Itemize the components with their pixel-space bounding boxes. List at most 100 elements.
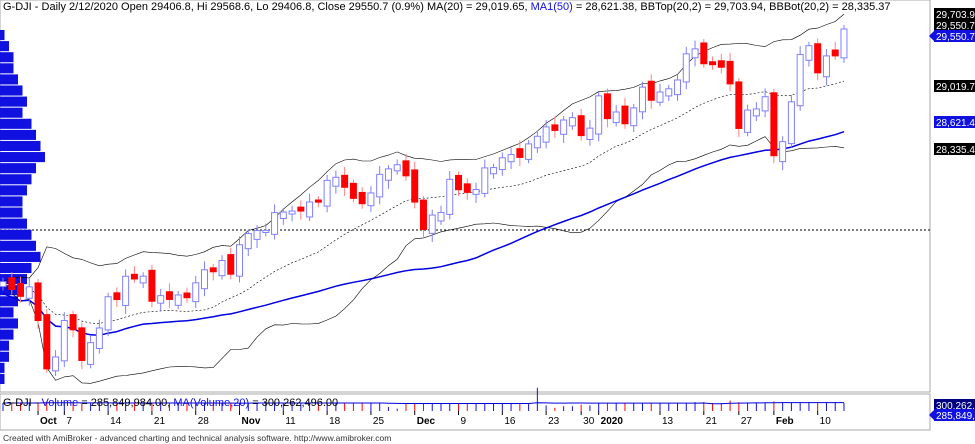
volume-at-price-bar bbox=[0, 174, 32, 185]
candle-body bbox=[411, 169, 419, 203]
candle-body bbox=[814, 43, 822, 74]
footer-credit: Created with AmiBroker - advanced charti… bbox=[3, 433, 392, 443]
volume-ma-label-box bbox=[934, 399, 975, 411]
candle-body bbox=[104, 296, 112, 331]
volume-at-price-bar bbox=[0, 329, 14, 340]
date-label: 9 bbox=[461, 416, 467, 427]
chart-title: G-DJI - Daily 2/12/2020 Open 29406.8, Hi… bbox=[3, 1, 891, 13]
candle-body bbox=[490, 167, 498, 175]
candle-body bbox=[481, 167, 489, 194]
candle-body bbox=[358, 191, 366, 205]
volume-at-price-bar bbox=[0, 262, 32, 274]
volume-at-price-bar bbox=[0, 318, 18, 329]
candles bbox=[0, 25, 848, 376]
close-label-box bbox=[934, 19, 975, 31]
candle-body bbox=[735, 81, 743, 129]
volume-at-price-bar bbox=[0, 207, 23, 218]
bbbot-label: 28,335.4 bbox=[936, 145, 975, 156]
candle-body bbox=[621, 105, 629, 125]
date-label: Dec bbox=[417, 416, 436, 427]
volume-ma-line bbox=[3, 402, 844, 405]
last-price-label-pointer bbox=[929, 31, 934, 41]
candle-body bbox=[174, 294, 182, 306]
volume-at-price-bar bbox=[0, 118, 32, 129]
date-label: 7 bbox=[66, 416, 72, 427]
candle-body bbox=[595, 95, 603, 135]
candle-body bbox=[113, 292, 121, 301]
candle-body bbox=[577, 115, 585, 137]
close-label: 29,550.7 bbox=[936, 21, 975, 32]
volume-at-price-bar bbox=[0, 63, 14, 74]
bbtop-label: 29,703.9 bbox=[936, 10, 975, 21]
candle-body bbox=[402, 160, 410, 177]
candle-body bbox=[78, 327, 86, 361]
candle-body bbox=[612, 111, 620, 124]
candle-body bbox=[831, 49, 839, 57]
ma20-label: 29,019.7 bbox=[936, 82, 975, 93]
volume-at-price-histogram bbox=[0, 30, 45, 384]
candle-body bbox=[288, 210, 296, 215]
candle-body bbox=[271, 212, 279, 235]
volume-bars bbox=[2, 387, 845, 411]
candle-body bbox=[446, 178, 454, 215]
candle-body bbox=[437, 211, 445, 222]
candle-body bbox=[25, 286, 33, 299]
volume-at-price-bar bbox=[0, 30, 5, 41]
candle-body bbox=[384, 168, 392, 181]
candle-body bbox=[498, 157, 506, 171]
date-label: 2020 bbox=[601, 416, 624, 427]
candle-body bbox=[744, 109, 752, 133]
candle-body bbox=[306, 201, 314, 218]
date-label: Oct bbox=[40, 416, 57, 427]
volume-at-price-bar bbox=[0, 240, 36, 251]
date-label: 30 bbox=[583, 416, 595, 427]
candle-body bbox=[674, 79, 682, 96]
candle-body bbox=[560, 119, 568, 135]
candle-body bbox=[525, 143, 533, 160]
candle-body bbox=[779, 141, 787, 163]
volume-at-price-bar bbox=[0, 140, 41, 152]
candle-body bbox=[332, 176, 340, 187]
candle-body bbox=[8, 277, 16, 290]
candle-body bbox=[43, 314, 51, 370]
volume-title: G-DJI - Volume = 285,849,984.00, MA(Volu… bbox=[3, 397, 339, 409]
date-axis: Oct 7 14 21 28 Nov 11 18 25 Dec 9 16 23 30 2020 13 21 27 F… bbox=[37, 411, 831, 427]
candle-body bbox=[69, 314, 77, 331]
candle-body bbox=[314, 199, 322, 203]
volume-ma-label: 300,262,496 bbox=[936, 401, 975, 412]
candle-body bbox=[297, 206, 305, 212]
candle-body bbox=[463, 183, 471, 193]
candle-body bbox=[393, 164, 401, 172]
candle-body bbox=[603, 93, 611, 120]
candle-body bbox=[244, 232, 252, 250]
date-label: 18 bbox=[329, 416, 341, 427]
volume-at-price-bar bbox=[0, 163, 36, 174]
candle-body bbox=[60, 320, 68, 362]
volume-label: 285,849,984 bbox=[936, 411, 975, 422]
candle-body bbox=[840, 28, 848, 59]
candle-body bbox=[323, 179, 331, 207]
candle-body bbox=[455, 174, 463, 191]
candle-body bbox=[122, 275, 130, 306]
volume-at-price-bar bbox=[0, 74, 18, 85]
candle-body bbox=[428, 214, 436, 234]
candle-body bbox=[17, 283, 25, 297]
volume-at-price-bar bbox=[0, 185, 27, 196]
volume-at-price-bar bbox=[0, 218, 27, 229]
candle-body bbox=[805, 45, 813, 61]
candle-body bbox=[279, 211, 287, 220]
date-label: Feb bbox=[776, 416, 794, 427]
volume-at-price-bar bbox=[0, 196, 23, 207]
candle-body bbox=[209, 267, 217, 273]
volume-at-price-bar bbox=[0, 152, 45, 163]
date-label: 13 bbox=[662, 416, 674, 427]
ma50-line bbox=[2, 130, 845, 336]
candle-body bbox=[542, 126, 550, 143]
candle-body bbox=[665, 88, 673, 97]
date-label: 27 bbox=[741, 416, 753, 427]
volume-at-price-bar bbox=[0, 41, 9, 52]
last-price-label: 29,550.7 bbox=[936, 32, 975, 43]
volume-at-price-bar bbox=[0, 373, 5, 384]
bbtop-label-box bbox=[934, 8, 975, 20]
